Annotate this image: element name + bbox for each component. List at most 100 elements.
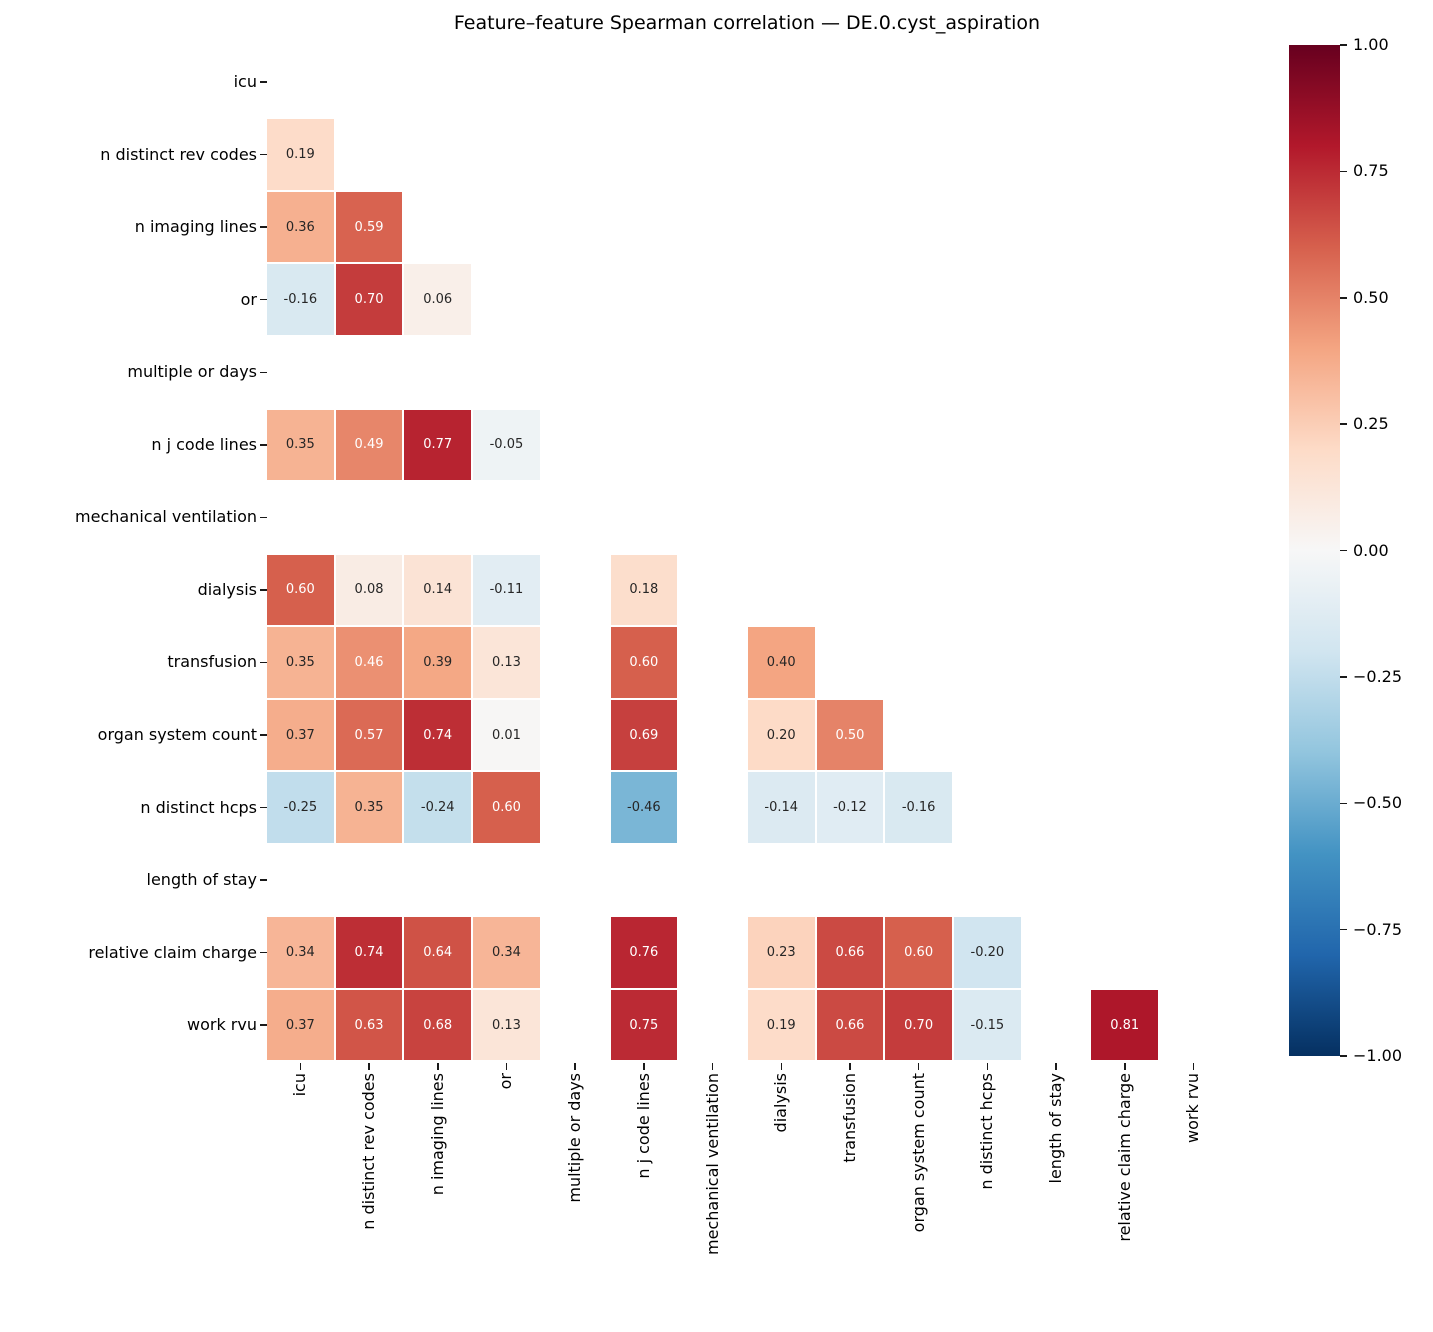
heatmap-cell: -0.16 — [884, 771, 953, 844]
cell-annotation: -0.11 — [489, 582, 524, 598]
y-tick-mark — [260, 81, 267, 83]
x-tick-label: or — [496, 1073, 516, 1090]
heatmap-cell: 0.64 — [403, 916, 473, 989]
cell-annotation: 0.13 — [491, 654, 521, 670]
y-tick-label: n imaging lines — [134, 217, 257, 237]
heatmap-cell: 0.59 — [334, 190, 404, 264]
colorbar-tick-label: 0.75 — [1353, 161, 1389, 181]
heatmap-cell: 0.37 — [266, 698, 335, 772]
x-tick-label: n distinct rev codes — [359, 1073, 379, 1230]
x-tick-mark — [1055, 1063, 1057, 1070]
heatmap-cell: 0.35 — [334, 771, 404, 844]
heatmap-cell: 0.08 — [334, 553, 404, 627]
x-tick-mark — [368, 1063, 370, 1070]
cell-annotation: 0.57 — [354, 727, 384, 743]
y-tick-label: dialysis — [197, 579, 257, 599]
colorbar-tick-label: 0.00 — [1353, 540, 1389, 560]
y-tick-label: organ system count — [97, 725, 257, 745]
x-tick-label: n distinct hcps — [977, 1073, 997, 1190]
y-tick-mark — [260, 661, 267, 664]
heatmap-cell: 0.35 — [266, 626, 335, 699]
y-tick-label: or — [240, 289, 257, 309]
heatmap-cell: 0.66 — [815, 988, 885, 1062]
colorbar-tick-label: −0.75 — [1353, 919, 1403, 939]
colorbar-tick-mark — [1340, 1055, 1347, 1057]
y-tick-mark — [260, 806, 267, 809]
cell-annotation: 0.06 — [423, 292, 453, 308]
heatmap-cell: 0.13 — [472, 626, 541, 699]
cell-annotation: 0.08 — [354, 582, 384, 598]
y-tick-label: n distinct hcps — [140, 797, 257, 817]
x-tick-mark — [849, 1063, 851, 1070]
x-tick-label: organ system count — [908, 1073, 928, 1233]
heatmap-cell: 0.19 — [266, 118, 335, 191]
cell-annotation: 0.35 — [285, 437, 315, 453]
cell-annotation: 0.50 — [835, 727, 865, 743]
cell-annotation: 0.63 — [354, 1017, 384, 1033]
y-tick-label: n distinct rev codes — [100, 144, 257, 164]
x-tick-label: transfusion — [839, 1073, 859, 1163]
y-tick-mark — [260, 298, 267, 301]
cell-annotation: -0.16 — [283, 292, 318, 308]
cell-annotation: 0.59 — [354, 219, 384, 235]
cell-annotation: 0.35 — [285, 654, 315, 670]
cell-annotation: -0.20 — [970, 945, 1005, 961]
heatmap-cell: -0.25 — [266, 771, 335, 844]
heatmap-cell: 0.23 — [746, 916, 816, 989]
heatmap-cell: -0.24 — [403, 771, 473, 844]
cell-annotation: 0.46 — [354, 654, 384, 670]
cell-annotation: 0.37 — [285, 1017, 315, 1033]
colorbar-tick-mark — [1340, 802, 1347, 804]
heatmap-cell: 0.35 — [266, 408, 335, 482]
cell-annotation: 0.60 — [904, 945, 934, 961]
y-tick-mark — [260, 516, 267, 519]
y-tick-label: length of stay — [146, 870, 257, 890]
x-tick-mark — [1192, 1063, 1195, 1070]
cell-annotation: 0.36 — [285, 219, 315, 235]
cell-annotation: -0.05 — [489, 437, 524, 453]
x-tick-mark — [437, 1063, 439, 1070]
heatmap-cell: 0.06 — [403, 263, 473, 336]
colorbar-tick-label: 1.00 — [1353, 35, 1389, 54]
colorbar-tick-mark — [1340, 423, 1347, 425]
cell-annotation: 0.60 — [629, 654, 659, 670]
cell-annotation: 0.66 — [835, 1017, 865, 1033]
heatmap-cell: 0.20 — [746, 698, 816, 772]
colorbar-tick-label: −0.50 — [1353, 793, 1403, 813]
heatmap-cell: -0.14 — [746, 771, 816, 844]
heatmap-cell: -0.11 — [472, 553, 541, 627]
heatmap-cell: 0.19 — [746, 988, 816, 1062]
x-tick-mark — [711, 1063, 714, 1070]
heatmap-cell: 0.57 — [334, 698, 404, 772]
heatmap-cell: 0.76 — [609, 916, 679, 989]
heatmap-cell: -0.16 — [266, 263, 335, 336]
y-tick-mark — [260, 1024, 267, 1026]
heatmap-cell: 0.14 — [403, 553, 473, 627]
cell-annotation: 0.74 — [423, 727, 453, 743]
cell-annotation: 0.23 — [766, 945, 796, 961]
x-tick-mark — [299, 1063, 302, 1070]
x-tick-label: relative claim charge — [1114, 1073, 1134, 1242]
cell-annotation: -0.46 — [627, 800, 661, 816]
x-tick-label: n j code lines — [633, 1073, 653, 1179]
colorbar-tick-mark — [1340, 170, 1347, 173]
heatmap-cell: 0.46 — [334, 626, 404, 699]
heatmap-cell: 0.81 — [1090, 988, 1160, 1062]
x-tick-label: work rvu — [1183, 1073, 1203, 1143]
heatmap-cell: 0.01 — [472, 698, 541, 772]
cell-annotation: 0.37 — [285, 727, 315, 743]
cell-annotation: -0.24 — [420, 800, 455, 816]
cell-annotation: 0.70 — [904, 1017, 934, 1033]
cell-annotation: 0.68 — [423, 1017, 453, 1033]
heatmap-cell: 0.34 — [472, 916, 541, 989]
heatmap-cell: 0.70 — [334, 263, 404, 336]
heatmap-cell: 0.39 — [403, 626, 473, 699]
cell-annotation: -0.15 — [970, 1017, 1005, 1033]
colorbar-tick-label: −1.00 — [1353, 1046, 1403, 1065]
cell-annotation: 0.01 — [491, 727, 521, 743]
cell-annotation: 0.74 — [354, 945, 384, 961]
cell-annotation: 0.76 — [629, 945, 659, 961]
cell-annotation: 0.49 — [354, 437, 384, 453]
x-tick-label: multiple or days — [565, 1073, 585, 1203]
